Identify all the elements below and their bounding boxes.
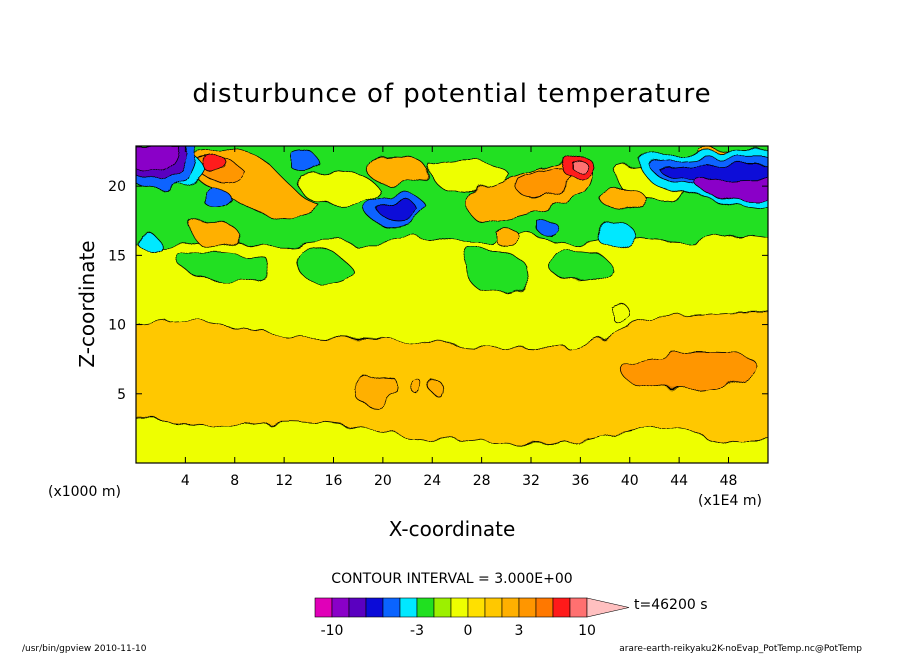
time-label: t=46200 s [634,597,708,613]
colorbar-segment [467,597,486,618]
colorbar-tick-label: -3 [410,623,424,639]
colorbar: -10 -3 0 3 10 [314,597,630,639]
colorbar-segment [484,597,503,618]
colorbar-segment [314,597,333,618]
colorbar-tick-label: -10 [321,623,344,639]
colorbar-segment [501,597,520,618]
orange-lens-right [620,352,757,391]
colorbar-tick-label: 0 [464,623,473,639]
colorbar-segment [552,597,571,618]
field-layers [136,146,768,463]
colorbar-tick-label: 3 [515,623,524,639]
contour-interval: CONTOUR INTERVAL = 3.000E+00 [331,571,572,587]
footer-left: /usr/bin/gpview 2010-11-10 [22,644,147,654]
colorbar-segment [399,597,418,618]
y-axis-label: Z-coordinate [75,240,99,367]
colorbar-segment [365,597,384,618]
colorbar-arrow [586,597,630,618]
x-tick-group: 4 8 12 16 20 24 28 32 36 40 44 48 [181,146,738,489]
x-tick-label: 48 [720,473,738,489]
x-tick-label: 20 [374,473,392,489]
x-tick-label: 40 [621,473,639,489]
colorbar-segment [518,597,537,618]
y-tick-label: 10 [108,318,126,334]
colorbar-segment [382,597,401,618]
y-tick-group: 5 10 15 20 [108,179,768,403]
x-tick-label: 4 [181,473,190,489]
y-tick-label: 5 [117,387,126,403]
x-tick-label: 36 [571,473,589,489]
chart-title: disturbunce of potential temperature [192,79,711,109]
colorbar-segment [331,597,350,618]
plot-frame [135,145,769,464]
x-tick-label: 12 [275,473,293,489]
x-unit-left: (x1000 m) [48,484,121,500]
colorbar-segment [569,597,588,618]
colorbar-segment [416,597,435,618]
footer-right: arare-earth-reikyaku2K-noEvap_PotTemp.nc… [619,644,862,654]
x-tick-label: 28 [473,473,491,489]
x-axis-label: X-coordinate [389,517,516,541]
x-unit-right: (x1E4 m) [698,493,762,509]
colorbar-segment [433,597,452,618]
x-tick-label: 44 [670,473,688,489]
colorbar-segment [450,597,469,618]
colorbar-segment [535,597,554,618]
colorbar-segment [348,597,367,618]
contour-field [136,146,768,463]
x-tick-label: 8 [230,473,239,489]
colorbar-tick-label: 10 [578,623,596,639]
x-tick-label: 32 [522,473,540,489]
x-tick-label: 16 [325,473,343,489]
y-tick-label: 15 [108,248,126,264]
y-tick-label: 20 [108,179,126,195]
orange-band [136,312,768,446]
x-tick-label: 24 [423,473,441,489]
